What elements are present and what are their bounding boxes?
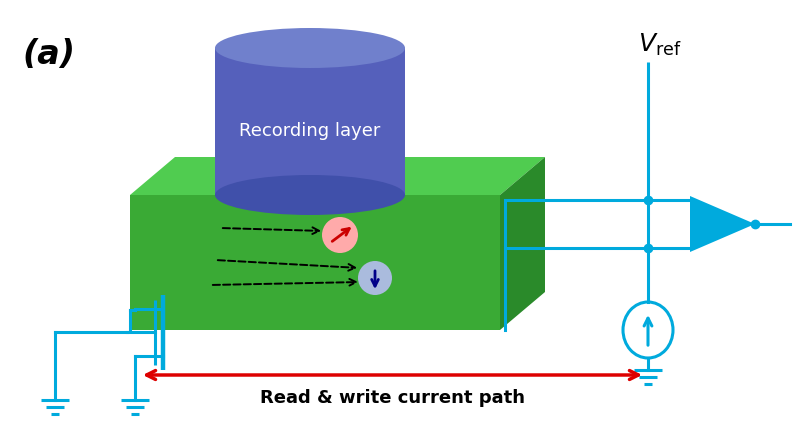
Bar: [215, 48, 405, 195]
Ellipse shape: [215, 28, 405, 68]
Text: (a): (a): [22, 38, 75, 71]
Ellipse shape: [215, 175, 405, 215]
Polygon shape: [130, 157, 545, 195]
Polygon shape: [130, 195, 500, 330]
Ellipse shape: [322, 217, 358, 253]
Text: $V_{\mathrm{ref}}$: $V_{\mathrm{ref}}$: [638, 32, 682, 58]
Text: Recording layer: Recording layer: [239, 122, 381, 140]
Polygon shape: [500, 157, 545, 330]
Polygon shape: [690, 196, 755, 252]
Ellipse shape: [358, 261, 392, 295]
Text: Read & write current path: Read & write current path: [259, 389, 525, 407]
